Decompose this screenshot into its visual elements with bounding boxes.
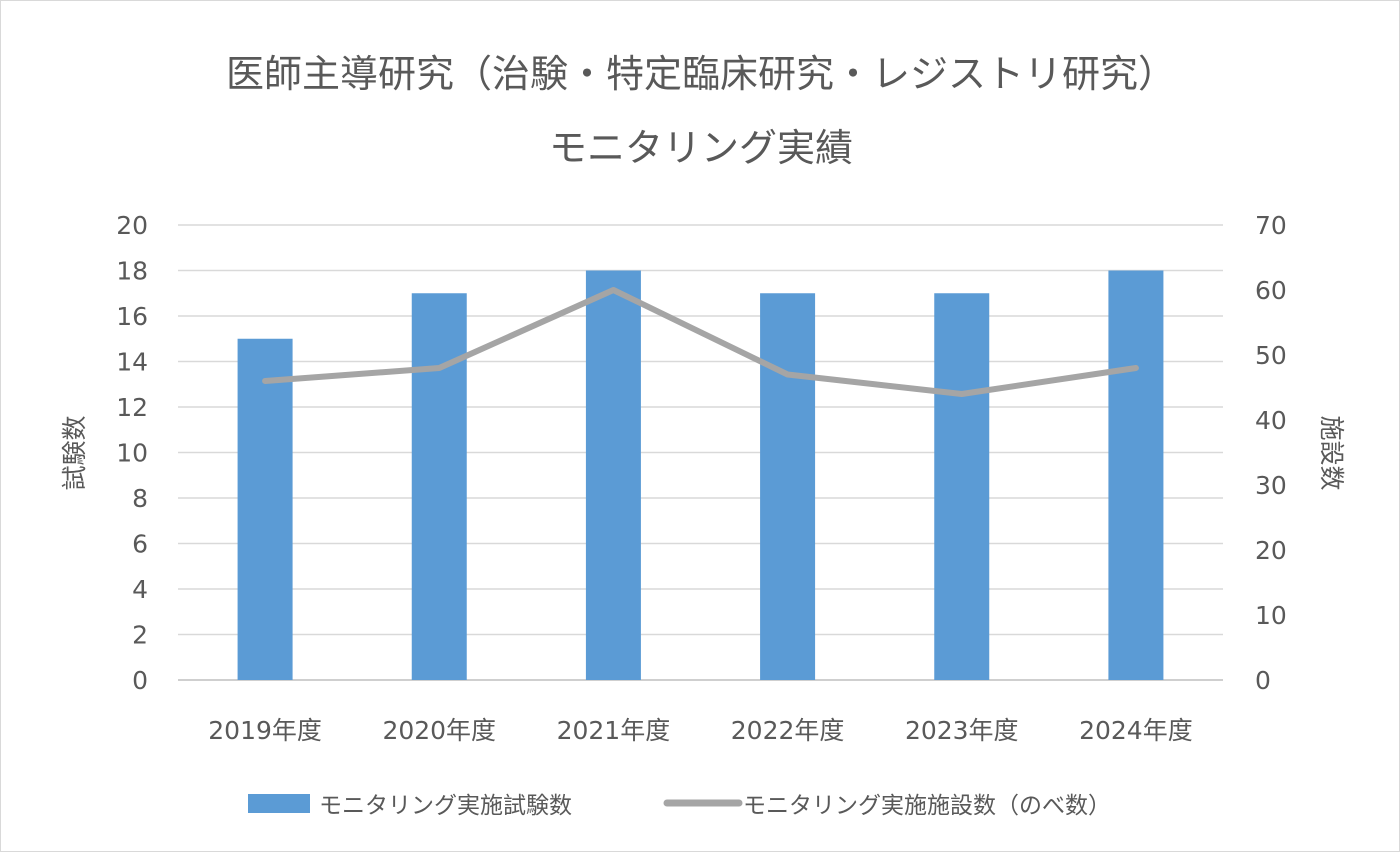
left-tick-label: 16 xyxy=(116,302,148,331)
left-tick-label: 10 xyxy=(116,439,148,468)
x-tick-label: 2024年度 xyxy=(1079,716,1193,745)
left-axis-ticks: 0 2 4 6 8 10 12 14 16 18 20 xyxy=(116,211,148,695)
left-tick-label: 2 xyxy=(132,621,148,650)
left-tick-label: 18 xyxy=(116,257,148,286)
bar xyxy=(760,293,815,680)
right-tick-label: 20 xyxy=(1255,536,1287,565)
legend-swatch-bar xyxy=(248,794,310,813)
right-axis-title: 施設数 xyxy=(1317,415,1346,490)
left-axis-title: 試験数 xyxy=(60,415,89,490)
left-tick-label: 6 xyxy=(132,530,148,559)
bar xyxy=(238,339,293,680)
right-tick-label: 10 xyxy=(1255,601,1287,630)
x-tick-label: 2020年度 xyxy=(382,716,496,745)
right-axis-ticks: 0 10 20 30 40 50 60 70 xyxy=(1255,211,1287,695)
left-tick-label: 8 xyxy=(132,484,148,513)
right-tick-label: 0 xyxy=(1255,666,1271,695)
bar xyxy=(934,293,989,680)
x-tick-label: 2022年度 xyxy=(731,716,845,745)
x-tick-label: 2021年度 xyxy=(557,716,671,745)
legend-label-bar: モニタリング実施試験数 xyxy=(319,793,572,819)
x-tick-label: 2023年度 xyxy=(905,716,1019,745)
bar xyxy=(412,293,467,680)
series-line xyxy=(265,290,1136,394)
left-tick-label: 4 xyxy=(132,575,148,604)
legend-label-line: モニタリング実施施設数（のべ数） xyxy=(743,793,1111,819)
bar xyxy=(1108,271,1163,681)
bar xyxy=(586,271,641,681)
line-series xyxy=(265,290,1136,394)
x-axis-ticks: 2019年度 2020年度 2021年度 2022年度 2023年度 2024年度 xyxy=(208,716,1192,745)
left-tick-label: 0 xyxy=(132,666,148,695)
right-tick-label: 30 xyxy=(1255,471,1287,500)
gridlines xyxy=(178,225,1223,680)
left-tick-label: 14 xyxy=(116,348,148,377)
right-tick-label: 70 xyxy=(1255,211,1287,240)
right-tick-label: 60 xyxy=(1255,276,1287,305)
right-tick-label: 40 xyxy=(1255,406,1287,435)
chart-title-line-2: モニタリング実績 xyxy=(549,126,853,170)
left-tick-label: 12 xyxy=(116,393,148,422)
legend: モニタリング実施試験数 モニタリング実施施設数（のべ数） xyxy=(248,793,1111,819)
chart-title-line-1: 医師主導研究（治験・特定臨床研究・レジストリ研究） xyxy=(226,52,1176,96)
right-tick-label: 50 xyxy=(1255,341,1287,370)
x-tick-label: 2019年度 xyxy=(208,716,322,745)
left-tick-label: 20 xyxy=(116,211,148,240)
